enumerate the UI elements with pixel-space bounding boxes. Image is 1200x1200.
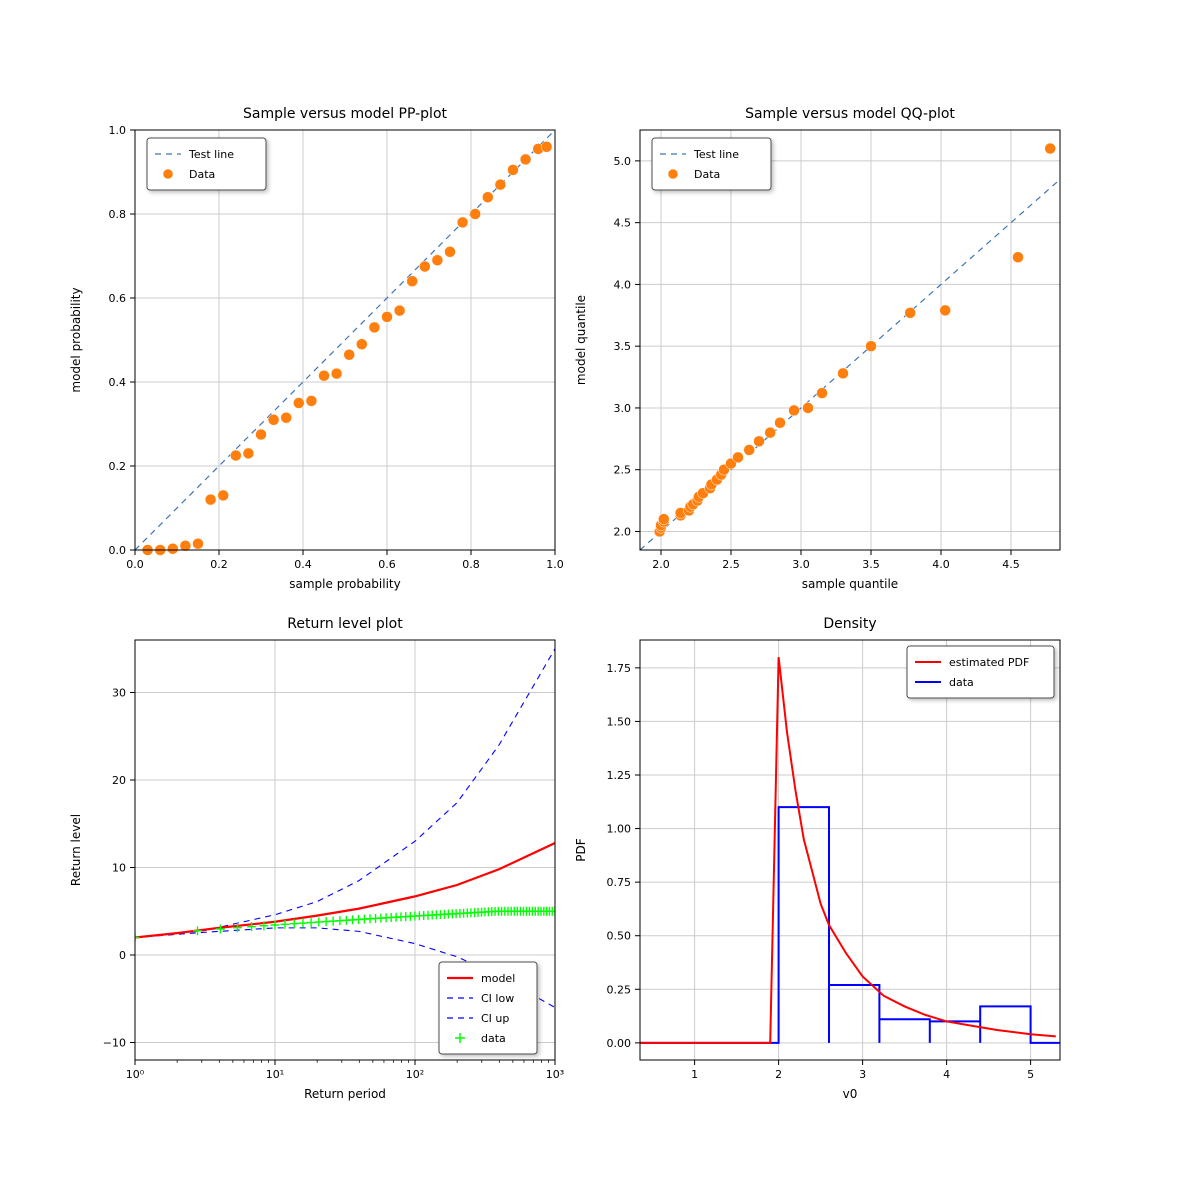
svg-text:Data: Data (189, 168, 215, 181)
svg-text:2.0: 2.0 (652, 558, 670, 571)
svg-text:2.5: 2.5 (614, 464, 632, 477)
svg-text:0.8: 0.8 (109, 208, 127, 221)
svg-text:0.2: 0.2 (210, 558, 228, 571)
density-xlabel: v0 (843, 1087, 858, 1101)
qq-plot-panel: 2.02.53.03.54.04.52.02.53.03.54.04.55.0 … (574, 106, 1060, 591)
svg-text:0.2: 0.2 (109, 460, 127, 473)
qq-plot-grid (640, 130, 1060, 550)
svg-text:estimated PDF: estimated PDF (949, 656, 1029, 669)
svg-text:data: data (481, 1032, 506, 1045)
figure-svg: 0.0 0.2 0.4 0.6 0.8 1.0 0.0 0.2 0.4 0.6 0.8 1.0 Sam… (0, 0, 1200, 1200)
svg-text:3.0: 3.0 (792, 558, 810, 571)
svg-text:CI up: CI up (481, 1012, 509, 1025)
svg-text:10¹: 10¹ (266, 1068, 284, 1081)
svg-text:0.25: 0.25 (607, 983, 632, 996)
pp-plot-panel: 0.0 0.2 0.4 0.6 0.8 1.0 0.0 0.2 0.4 0.6 0.8 1.0 Sam… (69, 106, 564, 591)
svg-text:0.50: 0.50 (607, 930, 632, 943)
svg-text:0.75: 0.75 (607, 876, 632, 889)
svg-text:0.4: 0.4 (294, 558, 312, 571)
svg-text:1.00: 1.00 (607, 823, 632, 836)
svg-text:0: 0 (119, 949, 126, 962)
svg-text:30: 30 (112, 687, 126, 700)
svg-text:Data: Data (694, 168, 720, 181)
return-level-legend: model CI low CI up data (439, 962, 537, 1054)
svg-text:Test line: Test line (188, 148, 234, 161)
density-axes: 1 2 3 4 5 0.00 0.25 0.50 0.75 1.00 1.25 1.50 1.75 (607, 640, 1061, 1081)
svg-text:0.6: 0.6 (109, 292, 127, 305)
density-panel: 1 2 3 4 5 0.00 0.25 0.50 0.75 1.00 1.25 1.50 1.75 De… (574, 616, 1060, 1101)
svg-text:1: 1 (691, 1068, 698, 1081)
qq-plot-title: Sample versus model QQ-plot (745, 106, 955, 122)
svg-text:3.5: 3.5 (614, 340, 632, 353)
svg-text:0.4: 0.4 (109, 376, 127, 389)
svg-text:0.0: 0.0 (126, 558, 144, 571)
density-grid (640, 640, 1060, 1060)
svg-text:model: model (481, 972, 515, 985)
svg-text:10⁰: 10⁰ (126, 1068, 145, 1081)
return-level-title: Return level plot (287, 616, 403, 632)
svg-text:10²: 10² (406, 1068, 424, 1081)
svg-text:data: data (949, 676, 974, 689)
svg-text:−10: −10 (103, 1037, 126, 1050)
svg-text:1.0: 1.0 (546, 558, 564, 571)
svg-text:CI low: CI low (481, 992, 514, 1005)
svg-text:Test line: Test line (693, 148, 739, 161)
qq-plot-axes: 2.0 2.5 3.0 3.5 4.0 4.5 2.0 2.5 3.0 3.5 4.0 4.5 5.0 (614, 130, 1061, 571)
svg-text:5: 5 (1027, 1068, 1034, 1081)
svg-text:4.0: 4.0 (932, 558, 950, 571)
svg-text:1.0: 1.0 (109, 124, 127, 137)
svg-text:10: 10 (112, 862, 126, 875)
pp-plot-points (142, 141, 552, 555)
pp-plot-xlabel: sample probability (289, 577, 400, 591)
pp-plot-axes: 0.0 0.2 0.4 0.6 0.8 1.0 0.0 0.2 0.4 0.6 0.8 1.0 (109, 124, 564, 571)
svg-text:3: 3 (859, 1068, 866, 1081)
svg-text:2.0: 2.0 (614, 525, 632, 538)
qq-plot-ylabel: model quantile (574, 295, 588, 385)
svg-text:5.0: 5.0 (614, 155, 632, 168)
pp-plot-refline (135, 130, 555, 550)
svg-text:0.0: 0.0 (109, 544, 127, 557)
svg-text:1.50: 1.50 (607, 715, 632, 728)
density-hist (640, 807, 1060, 1043)
pp-plot-ylabel: model probability (69, 287, 83, 392)
svg-text:1.75: 1.75 (607, 662, 632, 675)
return-level-lines (135, 649, 555, 1008)
density-legend: estimated PDF data (907, 646, 1054, 698)
svg-text:3.0: 3.0 (614, 402, 632, 415)
svg-text:4: 4 (943, 1068, 950, 1081)
svg-text:10³: 10³ (546, 1068, 564, 1081)
return-level-panel: 10⁰ 10¹ 10² 10³ −10 0 10 20 30 Return level plot… (69, 616, 564, 1101)
pp-plot-title: Sample versus model PP-plot (243, 106, 448, 122)
pp-plot-legend: Test line Data (147, 138, 266, 190)
svg-text:20: 20 (112, 774, 126, 787)
qq-plot-points (654, 143, 1056, 537)
density-title: Density (823, 616, 876, 632)
qq-plot-xlabel: sample quantile (802, 577, 898, 591)
svg-text:2: 2 (775, 1068, 782, 1081)
density-ylabel: PDF (574, 838, 588, 861)
svg-text:0.6: 0.6 (378, 558, 396, 571)
svg-text:4.5: 4.5 (1002, 558, 1020, 571)
svg-text:4.5: 4.5 (614, 217, 632, 230)
return-level-xlabel: Return period (304, 1087, 386, 1101)
svg-text:1.25: 1.25 (607, 769, 632, 782)
svg-text:0.8: 0.8 (462, 558, 480, 571)
svg-text:0.00: 0.00 (607, 1037, 632, 1050)
svg-text:4.0: 4.0 (614, 278, 632, 291)
svg-text:3.5: 3.5 (862, 558, 880, 571)
svg-text:2.5: 2.5 (722, 558, 740, 571)
qq-plot-legend: Test line Data (652, 138, 771, 190)
return-level-ylabel: Return level (69, 814, 83, 886)
